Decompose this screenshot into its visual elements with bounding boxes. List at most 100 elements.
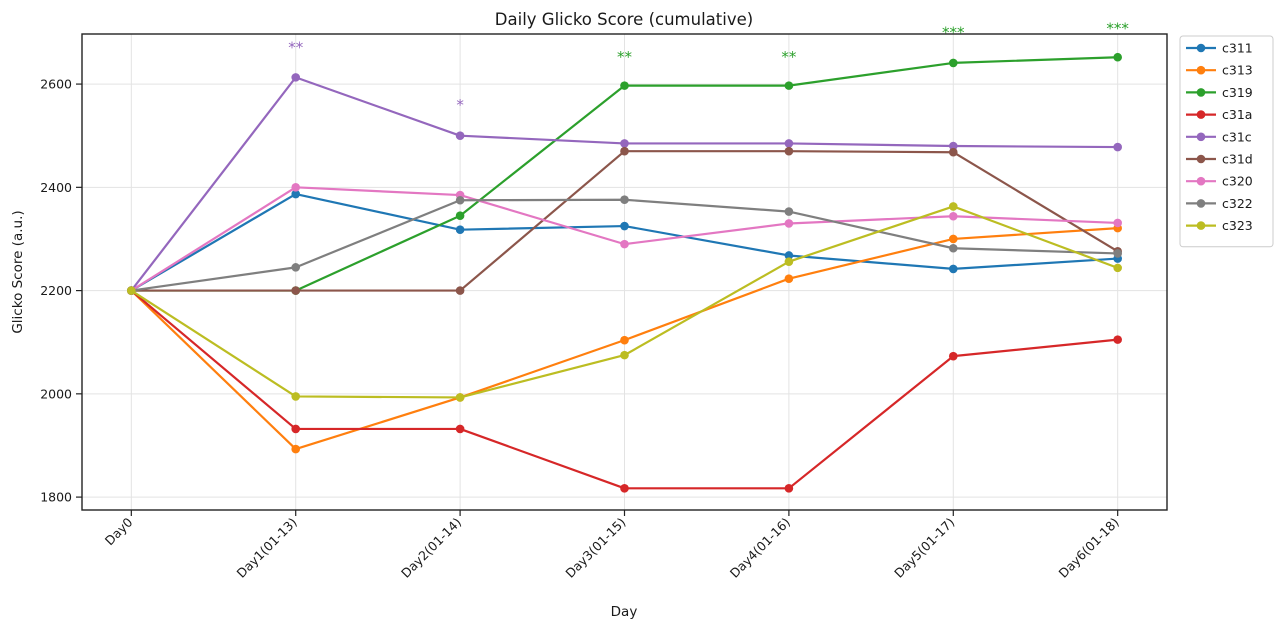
- x-tick-label: Day1(01-13): [234, 515, 300, 581]
- series-marker-c322: [455, 195, 465, 205]
- legend-label: c31c: [1222, 129, 1252, 144]
- series-marker-c320: [948, 211, 958, 221]
- x-tick-label: Day5(01-17): [891, 515, 957, 581]
- legend-label: c311: [1222, 41, 1253, 56]
- series-marker-c31c: [291, 73, 301, 82]
- chart-title: Daily Glicko Score (cumulative): [495, 10, 753, 29]
- series-c31d: [127, 146, 1122, 295]
- series-marker-c319: [784, 81, 794, 90]
- x-tick-label-group: Day2(01-14): [398, 515, 464, 581]
- series-marker-c313: [291, 444, 301, 454]
- legend-label: c319: [1222, 85, 1253, 100]
- significance-stars: *: [456, 96, 464, 114]
- series-marker-c323: [620, 350, 629, 360]
- legend-item-c31a: c31a: [1186, 107, 1252, 122]
- series-marker-c322: [620, 195, 629, 205]
- significance-stars: **: [781, 48, 797, 66]
- series-marker-c320: [1113, 218, 1122, 228]
- series-marker-c323: [784, 257, 794, 266]
- series-marker-c320: [784, 219, 794, 228]
- series-marker-c322: [291, 263, 301, 272]
- series-marker-c31a: [455, 424, 465, 434]
- legend-item-c31d: c31d: [1186, 152, 1253, 167]
- legend-item-c319: c319: [1186, 85, 1253, 100]
- x-axis-label: Day: [611, 604, 638, 620]
- x-tick-label-group: Day6(01-18): [1056, 515, 1122, 581]
- series-marker-c31d: [291, 286, 301, 295]
- legend-label: c31d: [1222, 152, 1253, 167]
- significance-stars: ***: [942, 23, 965, 41]
- x-tick-label: Day2(01-14): [398, 515, 464, 581]
- x-tick-label: Day6(01-18): [1056, 515, 1122, 581]
- series-marker-c31a: [291, 424, 301, 434]
- series-marker-c323: [1113, 263, 1122, 273]
- series-marker-c319: [620, 81, 629, 90]
- series-marker-c31d: [784, 146, 794, 156]
- legend-label: c323: [1222, 218, 1253, 233]
- significance-stars: ***: [1106, 19, 1129, 37]
- series-marker-c322: [1113, 249, 1122, 258]
- series-marker-c31a: [1113, 335, 1122, 344]
- series-marker-c323: [455, 393, 465, 402]
- legend: c311 c313 c319 c31a c31c c31d c320 c322 c323: [1179, 35, 1274, 248]
- x-tick-label: Day4(01-16): [727, 515, 793, 581]
- series-marker-c31c: [455, 131, 465, 141]
- significance-stars: **: [617, 48, 633, 66]
- series-marker-c31a: [784, 484, 794, 493]
- series-marker-c320: [620, 239, 629, 249]
- legend-marker-dot: [1196, 65, 1206, 75]
- series-marker-c31c: [784, 139, 794, 148]
- legend-marker-dot: [1196, 110, 1206, 119]
- series-marker-c320: [291, 183, 301, 192]
- x-tick-label: Day3(01-15): [562, 515, 628, 581]
- y-tick-label: 2400: [40, 180, 72, 195]
- y-tick-label: 2000: [40, 386, 72, 401]
- series-marker-c311: [620, 221, 629, 231]
- legend-label: c313: [1222, 63, 1253, 78]
- legend-label: c31a: [1222, 107, 1252, 122]
- y-tick-label: 2200: [40, 283, 72, 298]
- series-marker-c323: [948, 202, 958, 211]
- series-marker-c313: [620, 335, 629, 345]
- legend-label: c320: [1222, 174, 1253, 189]
- legend-item-c311: c311: [1186, 41, 1253, 56]
- series-marker-c311: [784, 251, 794, 260]
- x-tick-label-group: Day1(01-13): [234, 515, 300, 581]
- legend-label: c322: [1222, 196, 1253, 211]
- y-tick-label: 2600: [40, 77, 72, 92]
- series-marker-c31c: [1113, 142, 1122, 152]
- x-tick-label: Day0: [102, 514, 136, 548]
- significance-stars: **: [288, 38, 304, 56]
- y-tick-label: 1800: [40, 490, 72, 505]
- series-marker-c322: [784, 207, 794, 216]
- legend-item-c31c: c31c: [1186, 129, 1252, 144]
- legend-box: [1179, 35, 1274, 248]
- x-tick-label-group: Day3(01-15): [562, 515, 628, 581]
- legend-marker-dot: [1196, 154, 1206, 164]
- series-marker-c31a: [620, 484, 629, 493]
- legend-marker-dot: [1196, 221, 1206, 230]
- legend-item-c313: c313: [1186, 63, 1253, 78]
- legend-marker-dot: [1196, 199, 1206, 208]
- legend-marker-dot: [1196, 132, 1206, 142]
- legend-item-c320: c320: [1186, 174, 1253, 189]
- x-tick-label-group: Day5(01-17): [891, 515, 957, 581]
- series-c31c: [127, 73, 1122, 295]
- legend-item-c323: c323: [1186, 218, 1253, 233]
- series-marker-c311: [291, 189, 301, 199]
- series-marker-c311: [455, 225, 465, 234]
- legend-marker-dot: [1196, 43, 1206, 53]
- series-marker-c313: [784, 274, 794, 284]
- series-marker-c319: [948, 58, 958, 68]
- series-marker-c31c: [620, 139, 629, 148]
- series-marker-c319: [1113, 52, 1122, 62]
- series-marker-c31d: [455, 286, 465, 295]
- series-c323: [127, 202, 1122, 402]
- series-marker-c31c: [948, 141, 958, 151]
- grid-layer: [82, 34, 1167, 510]
- series-marker-c31d: [948, 147, 958, 157]
- series-marker-c31a: [948, 351, 958, 361]
- axes-layer: 1800 2000 2200 2400 2600 Day0 Day1(01-13) Day2(…: [40, 33, 1168, 581]
